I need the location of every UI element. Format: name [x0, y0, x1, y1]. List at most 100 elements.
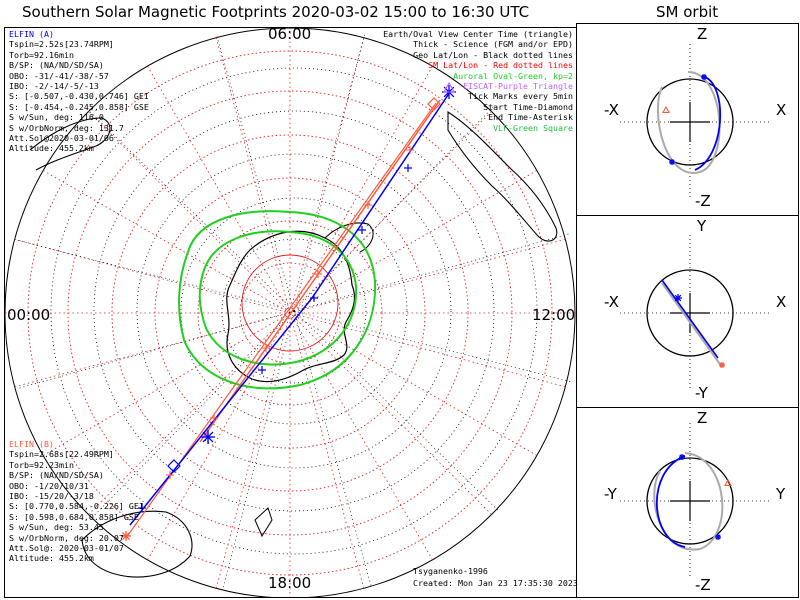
sm-pole-circle: [241, 254, 339, 352]
elfin-a-info: ELFIN (A) Tspin=2.52s[23.74RPM] Torb=92.…: [9, 29, 149, 154]
legend-entry: Auroral Oval-Green, kp=2: [453, 70, 573, 81]
orbit-xy-left-label: -X: [604, 293, 619, 311]
elfin-b-line: Torb=92.23min: [9, 459, 74, 470]
orbit-yz-right-label: Y: [776, 485, 786, 503]
africa-coastline: [29, 117, 111, 171]
sm-longitude-line: [215, 312, 291, 589]
elfin-a-orbit-marker-stroke: [679, 454, 685, 460]
elfin-a-name: ELFIN (A): [9, 29, 54, 39]
elfin-a-orbit-end-stroke: [674, 294, 682, 302]
sm-longitude-line: [14, 238, 291, 314]
elfin-a-line: B/SP: (NA/ND/SD/SA): [9, 60, 104, 71]
geo-latitude-circle: [93, 110, 495, 512]
mlt-label-top: 06:00: [268, 25, 312, 43]
elfin-a-orbit-marker: [701, 74, 707, 80]
orbit-yz-bottom-label: -Z: [695, 576, 711, 594]
geo-latitude-circle: [136, 153, 452, 469]
elfin-b-line: S: [0.770,0.584,-0.226] GEI: [9, 501, 144, 512]
elfin-a-tick-mark: [258, 366, 266, 374]
geo-longitude-line: [19, 310, 295, 389]
orbit-xz-bottom-label: -Z: [695, 192, 711, 210]
orbit-panel-yz-frame: [576, 407, 799, 598]
orbit-yz-top-label: Z: [697, 409, 708, 427]
elfin-a-orbit: [694, 76, 722, 171]
legend-entry: Start Time-Diamond: [483, 101, 573, 112]
footprint-map: [5, 28, 576, 597]
elfin-b-orbit: [653, 452, 724, 551]
mlt-label-right: 12:00: [532, 306, 576, 324]
elfin-a-line: S w/OrbNorm, deg: 131.7: [9, 122, 124, 133]
legend: Earth/Oval View Center Time (triangle) T…: [383, 29, 573, 133]
elfin-b-line: S w/Sun, deg: 53.45: [9, 522, 104, 533]
elfin-b-end-asterisk-stroke: [122, 532, 130, 540]
antarctic-peninsula-coastline: [324, 222, 374, 253]
elfin-b-tick-mark: [364, 201, 372, 209]
elfin-b-line: Altitude: 455.2km: [9, 553, 94, 564]
elfin-a-line: S: [-0.454,-0.245,0.858] GSE: [9, 101, 149, 112]
elfin-a-orbit-end: [669, 159, 675, 165]
elfin-a-line: Altitude: 455.2km: [9, 143, 94, 154]
elfin-a-line: OBO: -31/-41/-38/-57: [9, 70, 109, 81]
geo-longitude-line: [293, 233, 569, 312]
legend-entry: VLF-Green Square: [493, 122, 573, 133]
geo-longitude-line: [293, 34, 365, 312]
elfin-a-line: IBO: -2/-14/-5/-13: [9, 81, 99, 92]
elfin-a-orbit-end: [674, 294, 682, 302]
geo-longitude-line: [293, 310, 571, 382]
south-america-coastline: [447, 110, 558, 242]
legend-entry: Thick - Science (FGM and/or EPD): [413, 39, 573, 50]
new-zealand-coastline: [254, 507, 273, 538]
orbit-xz-right-label: X: [776, 101, 787, 119]
orbit-xy-right-label: X: [776, 293, 787, 311]
elfin-b-orbit: [661, 282, 723, 368]
elfin-b-line: OBO: -1/20/10/31: [9, 480, 89, 491]
elfin-a-tick-mark: [138, 504, 146, 512]
orbit-panel-yz: [620, 423, 770, 579]
elfin-b-name: ELFIN (B): [9, 439, 54, 449]
sm-longitude-line: [289, 312, 492, 515]
elfin-b-science-segment: [199, 99, 441, 443]
orbit-panel-xy-frame: [576, 215, 799, 408]
mlt-label-left: 00:00: [7, 306, 51, 324]
elfin-a-orbit-end-stroke: [669, 159, 675, 165]
geo-latitude-circle: [50, 67, 538, 555]
legend-entry: Earth/Oval View Center Time (triangle): [383, 29, 573, 39]
elfin-b-info: ELFIN (B) Tspin=2.68s[22.49RPM] Torb=92.…: [9, 439, 144, 564]
geo-longitude-line: [293, 310, 372, 586]
elfin-a-tick-mark: [404, 164, 412, 172]
legend-entry: EISCAT-Purple Triangle: [463, 81, 573, 92]
elfin-b-line: S: [0.598,0.684,0.858] GSE: [9, 511, 139, 522]
elfin-a-line: S: [-0.507,-0.430,0.746] GEI: [9, 91, 149, 102]
elfin-a-line: Torb=92.16min: [9, 49, 74, 60]
elfin-b-orbit: [656, 71, 721, 174]
legend-entry: End Time-Asterisk: [488, 112, 573, 123]
orbit-yz-left-label: -Y: [604, 485, 617, 503]
elfin-b-tick-mark: [406, 146, 414, 154]
legend-entry: Tick Marks every 5min: [468, 91, 573, 102]
sm-longitude-line: [289, 111, 492, 314]
elfin-b-tick-mark: [166, 471, 174, 479]
orbit-title: SM orbit: [656, 3, 719, 21]
orbit-xy-bottom-label: -Y: [695, 384, 708, 402]
orbit-xz-left-label: -X: [604, 101, 619, 119]
elfin-b-tick-mark: [262, 344, 270, 352]
sm-latitude-circle: [197, 220, 383, 406]
auroral-oval-inner: [198, 230, 358, 366]
elfin-b-end-asterisk: [121, 531, 131, 541]
sm-longitude-line: [42, 170, 291, 314]
orbit-xy-top-label: Y: [697, 217, 707, 235]
page-title: Southern Solar Magnetic Footprints 2020-…: [22, 3, 530, 21]
elfin-a-tick-mark: [310, 294, 318, 302]
orbit-panel-xy: [620, 235, 770, 391]
legend-entry: SM Lat/Lon - Red dotted lines: [428, 60, 573, 71]
eiscat-triangle: [443, 81, 455, 93]
orbit-view-triangle: [724, 478, 732, 486]
elfin-a-orbit: [655, 455, 686, 548]
elfin-b-line: IBO: -15/20/-3/18: [9, 491, 94, 502]
elfin-a-orbit: [661, 279, 719, 359]
sm-longitude-line: [14, 312, 291, 388]
elfin-b-tick-mark: [314, 270, 322, 278]
elfin-b-start-diamond: [427, 97, 441, 111]
created-timestamp: Created: Mon Jan 23 17:35:30 2023: [413, 578, 578, 588]
